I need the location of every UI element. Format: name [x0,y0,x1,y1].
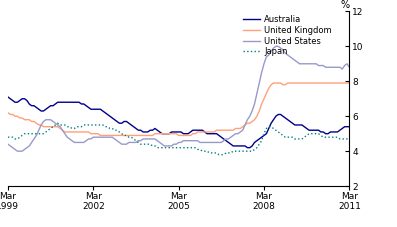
Text: %: % [340,0,349,10]
Legend: Australia, United Kingdom, United States, Japan: Australia, United Kingdom, United States… [240,12,335,60]
